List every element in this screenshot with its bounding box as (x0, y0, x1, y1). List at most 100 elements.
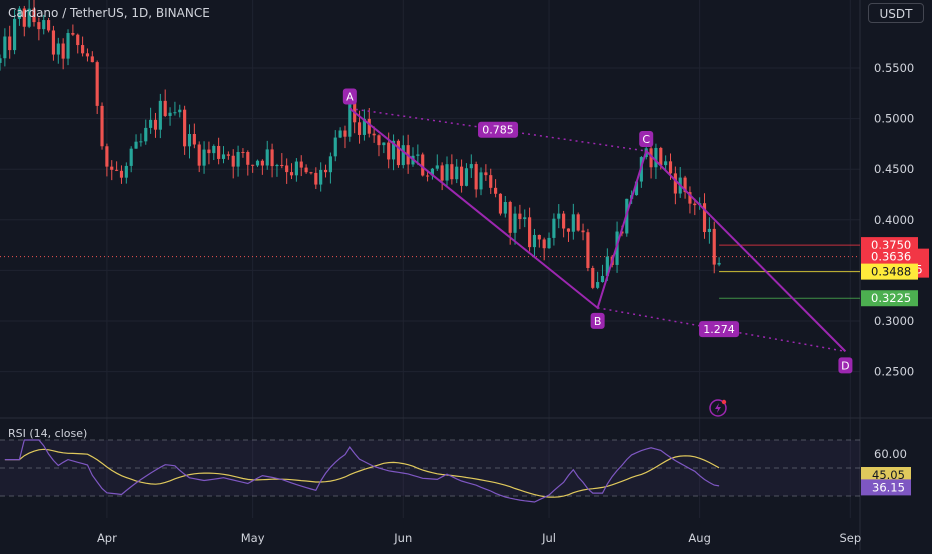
y-tick-label: 0.2500 (874, 365, 914, 379)
rsi-value-box (861, 479, 911, 496)
candle-body (299, 161, 303, 168)
candle-body (523, 217, 527, 220)
candle-body (119, 170, 124, 178)
candle-body (221, 154, 226, 159)
candle-body (673, 173, 677, 194)
candle-body (600, 275, 605, 283)
candle-body (124, 165, 128, 178)
candle-body (688, 192, 692, 204)
level-label-1: 0.3488 (871, 265, 911, 279)
candle-body (484, 172, 488, 176)
currency-button[interactable]: USDT (868, 3, 924, 23)
candle-body (542, 239, 546, 249)
candle-body (391, 140, 396, 160)
candle-body (168, 112, 172, 116)
candle-body (32, 8, 36, 23)
candle-body (304, 167, 308, 173)
candle-body (494, 187, 498, 194)
x-tick-label: Apr (97, 531, 117, 545)
candle-body (455, 166, 459, 180)
candle-body (289, 172, 294, 176)
candle-body (333, 137, 337, 157)
x-tick-label: Jul (541, 531, 556, 545)
candle-body (163, 100, 167, 116)
candle-body (571, 214, 575, 232)
candle-body (280, 164, 284, 166)
candle-body (537, 234, 541, 240)
candle-body (562, 213, 566, 229)
pattern-point-label: A (346, 90, 354, 103)
pattern-point-box (639, 130, 654, 147)
candle-body (149, 119, 153, 128)
rsi-ma-line (4, 448, 720, 498)
candle-body (498, 193, 503, 214)
candle-body (255, 160, 260, 166)
candle-body (552, 218, 556, 238)
candle-body (129, 148, 133, 166)
level-label-2-box (861, 290, 918, 307)
candle-body (100, 105, 104, 147)
candle-body (270, 149, 274, 167)
x-tick-label: Jun (393, 531, 412, 545)
candle-body (469, 164, 473, 169)
candle-body (382, 142, 386, 146)
candle-body (702, 203, 707, 233)
candle-body (139, 141, 143, 143)
candle-body (3, 36, 7, 59)
candle-body (581, 230, 585, 233)
candle-body (153, 119, 158, 130)
candle-body (294, 161, 298, 176)
rsi-ma-value-box (861, 467, 911, 483)
candle-body (421, 154, 425, 176)
x-tick-label: Aug (688, 531, 710, 545)
candle-body (285, 165, 289, 173)
candle-body (212, 145, 216, 154)
candle-body (348, 94, 352, 137)
level-label-2: 0.3225 (871, 291, 911, 305)
alert-dot (721, 399, 727, 405)
alert-bolt-icon (709, 399, 727, 417)
candle-body (85, 53, 90, 57)
candle-body (717, 262, 721, 265)
rsi-pane (0, 439, 860, 503)
candle-body (110, 166, 114, 170)
x-tick-label: May (241, 531, 265, 545)
rsi-ma-value: 45.05 (872, 468, 905, 482)
candle-body (241, 151, 245, 153)
candle-body (464, 168, 469, 186)
pattern-ratio-box (478, 121, 519, 138)
candle-body (202, 149, 206, 166)
candle-body (105, 146, 109, 167)
candle-body (591, 267, 595, 288)
candle-body (362, 118, 366, 135)
candle-body (81, 45, 85, 54)
candle-body (508, 201, 512, 233)
candle-body (668, 161, 673, 174)
pattern-point-label: C (642, 133, 650, 146)
candle-body (323, 169, 328, 173)
pattern-point-box (838, 357, 853, 374)
pattern-ratio-label: 1.274 (703, 323, 735, 336)
harmonic-pattern: A B C D 0.785 1.274 (342, 88, 860, 417)
candle-body (226, 154, 230, 156)
rsi-line (4, 439, 720, 503)
candle-body (0, 58, 2, 63)
candle-body (328, 156, 332, 173)
pattern-ratio-box (699, 321, 740, 338)
candle-body (528, 217, 532, 248)
candle-body (440, 165, 444, 181)
candle-body (401, 145, 405, 166)
candle-body (42, 20, 46, 30)
y-tick-label: 0.5000 (874, 112, 914, 126)
candle-body (683, 177, 687, 193)
candle-body (367, 118, 371, 134)
candle-body (134, 141, 138, 149)
candle-body (343, 130, 347, 137)
candle-body (430, 168, 435, 176)
pattern-point-label: D (841, 359, 849, 372)
candle-body (605, 256, 609, 276)
y-tick-label: 0.4500 (874, 162, 914, 176)
candle-body (76, 34, 80, 46)
